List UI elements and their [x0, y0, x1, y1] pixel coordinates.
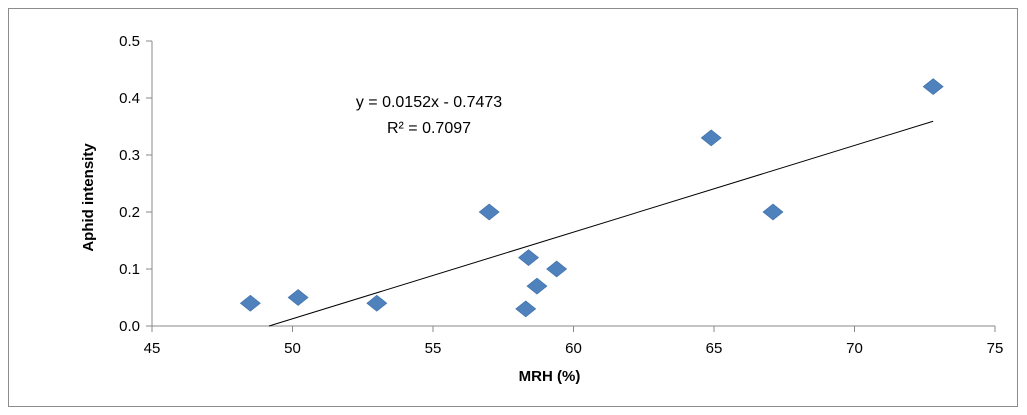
y-tick-label: 0.2 — [119, 204, 140, 221]
x-axis-title: MRH (%) — [519, 368, 581, 385]
y-tick-label: 0.5 — [119, 33, 140, 50]
trendline — [268, 120, 934, 327]
data-point — [366, 294, 388, 312]
x-tick-label: 65 — [706, 340, 723, 357]
x-tick-label: 55 — [425, 340, 442, 357]
data-point — [700, 129, 722, 147]
y-tick-label: 0.4 — [119, 90, 140, 107]
x-tick-label: 75 — [987, 340, 1004, 357]
data-point — [518, 249, 540, 266]
y-axis-title: Aphid intensity — [80, 143, 97, 252]
data-point — [922, 78, 944, 95]
data-points — [239, 78, 944, 318]
x-tick-label: 70 — [846, 340, 863, 357]
y-tick-label: 0.1 — [119, 261, 140, 278]
scatter-chart: 0.0 0.1 0.2 0.3 0.4 0.5 45 50 55 60 65 70 75 y = 0.… — [80, 33, 1004, 385]
x-tick-label: 50 — [284, 340, 301, 357]
y-tick-label: 0.3 — [119, 147, 140, 164]
data-point — [515, 300, 537, 318]
data-point — [762, 203, 784, 221]
x-tick-label: 60 — [565, 340, 582, 357]
r-squared-label: R² = 0.7097 — [387, 120, 471, 137]
data-point — [526, 277, 548, 295]
trendline-equation: y = 0.0152x - 0.7473 — [356, 94, 502, 111]
y-tick-label: 0.0 — [119, 318, 140, 335]
data-point — [546, 260, 568, 278]
chart-frame: 0.0 0.1 0.2 0.3 0.4 0.5 45 50 55 60 65 70 75 y = 0.… — [8, 8, 1018, 407]
x-axis-ticks: 45 50 55 60 65 70 75 — [144, 326, 1004, 357]
data-point — [239, 294, 261, 312]
x-tick-label: 45 — [144, 340, 161, 357]
axes — [151, 41, 995, 327]
data-point — [478, 203, 500, 221]
y-axis-ticks: 0.0 0.1 0.2 0.3 0.4 0.5 — [119, 33, 152, 335]
data-point — [287, 289, 309, 306]
